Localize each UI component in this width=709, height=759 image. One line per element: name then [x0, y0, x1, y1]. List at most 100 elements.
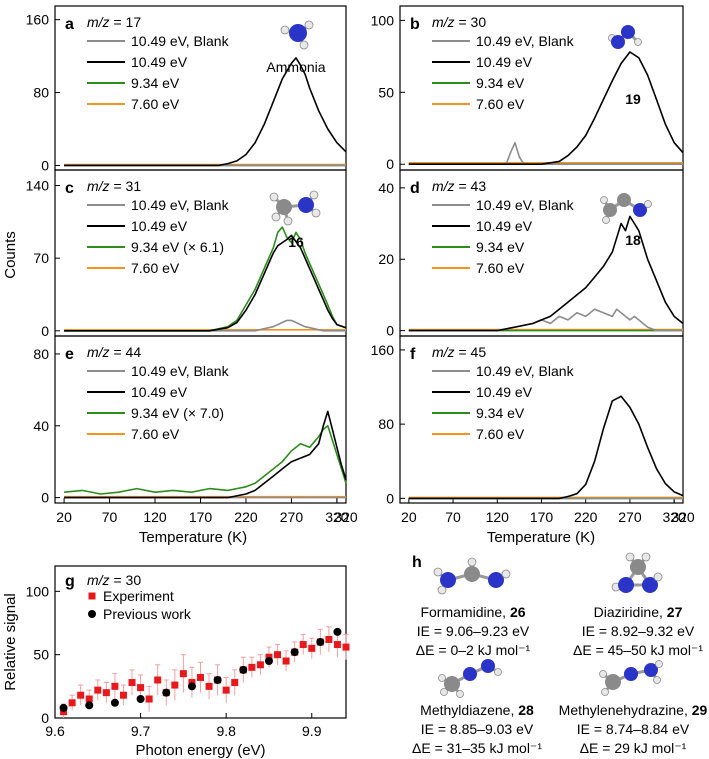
experiment-point: [197, 673, 204, 681]
legend-label: 9.34 eV (× 6.1): [131, 239, 224, 255]
methylenehydrazine-molecule-icon: [599, 660, 663, 696]
experiment-point: [333, 641, 341, 649]
previous-work-point: [136, 695, 145, 703]
previous-work-point: [59, 703, 68, 712]
experiment-point: [231, 679, 239, 687]
photon-energy-axis-label: Photon energy (eV): [135, 742, 265, 759]
mz-eq: =: [110, 572, 126, 588]
formamidine-de: ΔE = 0–2 kJ mol⁻¹: [416, 642, 531, 658]
plot-frame: [399, 335, 684, 504]
diaziridine-ie: IE = 8.92–9.32 eV: [582, 623, 695, 639]
x-tick-label: 270: [280, 509, 304, 525]
legend-label: 9.34 eV (× 7.0): [131, 405, 224, 421]
methyldiazene-molecule-icon: [438, 659, 502, 698]
y-tick-label: 70: [33, 250, 49, 266]
legend-experiment-marker: [88, 592, 96, 600]
mz-label: m/z = 17: [87, 14, 141, 30]
mz-prefix: m/z: [87, 178, 110, 194]
methyldiazene-caption: Methyldiazene, 28: [420, 702, 534, 718]
previous-work-point: [213, 676, 222, 684]
panel-letter: e: [65, 346, 74, 363]
plot-frame: [399, 169, 684, 337]
experiment-point: [137, 684, 145, 692]
experiment-point: [308, 644, 316, 652]
legend-label: 7.60 eV: [476, 260, 525, 276]
previous-work-point: [264, 657, 273, 665]
panel-h: h: [412, 552, 708, 756]
previous-work-point: [162, 688, 171, 697]
x-tick-label: 70: [102, 509, 118, 525]
experiment-point: [282, 657, 290, 665]
y-tick-label: 40: [33, 418, 49, 434]
methyldiazene-ie: IE = 8.85–9.03 eV: [421, 721, 534, 737]
mz-label: m/z = 30: [87, 572, 141, 588]
temperature-axis-label-right: Temperature (K): [487, 529, 595, 546]
y-tick-label: 80: [378, 416, 394, 432]
experiment-point: [102, 689, 110, 697]
series-line-1: [408, 395, 684, 500]
experiment-point: [85, 695, 93, 703]
experiment-point: [128, 679, 136, 687]
legend-label: Experiment: [103, 588, 174, 604]
x-tick-label: 9.8: [216, 723, 236, 739]
legend-label: 9.34 eV: [476, 75, 525, 91]
mz-label: m/z = 43: [432, 178, 486, 194]
methyldiazene-de: ΔE = 31–35 kJ mol⁻¹: [412, 740, 542, 756]
mz-prefix: m/z: [432, 344, 455, 360]
previous-work-point: [187, 682, 196, 691]
panel-a: 0 80 160 a m/z = 17 10.49 eV, Blank 10.49 eV 9.…: [26, 5, 347, 173]
legend-label: 7.60 eV: [476, 426, 525, 442]
relative-signal-axis-label: Relative signal: [2, 593, 19, 691]
legend-label: 7.60 eV: [131, 96, 180, 112]
molecule-label: 18: [625, 232, 641, 248]
y-tick-label: 0: [386, 490, 394, 506]
previous-work-point: [333, 627, 342, 636]
molecule-label: 19: [625, 91, 641, 107]
experiment-point: [145, 695, 153, 703]
mz-value: 44: [126, 344, 142, 360]
molecule-18-icon: [600, 193, 652, 224]
mz-eq: =: [455, 344, 471, 360]
series-line-0: [408, 308, 683, 332]
mz-eq: =: [110, 344, 126, 360]
legend-label: 10.49 eV, Blank: [476, 197, 575, 213]
mz-label: m/z = 31: [87, 178, 141, 194]
mz-value: 30: [126, 572, 142, 588]
experiment-point: [94, 686, 102, 694]
y-tick-label: 80: [33, 346, 49, 362]
previous-work-point: [239, 665, 248, 674]
series-line-1: [64, 410, 347, 499]
x-tick-label: 270: [618, 509, 642, 525]
legend-previous-marker: [88, 610, 96, 618]
counts-axis-label: Counts: [2, 231, 19, 279]
x-tick-label: 320: [325, 509, 349, 525]
experiment-point: [222, 686, 230, 694]
series-line-1: [64, 57, 347, 167]
x-tick-label: 9.6: [45, 723, 65, 739]
panel-letter: d: [410, 180, 420, 197]
y-tick-label: 100: [371, 12, 395, 28]
mz-label: m/z = 44: [87, 344, 141, 360]
x-tick-label: 9.7: [131, 723, 151, 739]
formamidine-ie: IE = 9.06–9.23 eV: [417, 623, 530, 639]
legend-label: 9.34 eV: [476, 405, 525, 421]
x-tick-label: 20: [401, 509, 417, 525]
y-tick-label: 0: [41, 323, 49, 339]
mz-prefix: m/z: [87, 344, 110, 360]
legend-label: Previous work: [103, 606, 192, 622]
panel-c: 0 70 140 c m/z = 31 10.49 eV, Blank 10.49 eV 9.…: [26, 169, 347, 339]
formamidine-molecule-icon: [433, 557, 511, 595]
diaziridine-caption: Diaziridine, 27: [594, 604, 683, 620]
mz-label: m/z = 30: [432, 14, 486, 30]
diaziridine-molecule-icon: [611, 552, 663, 593]
panel-letter: b: [410, 16, 420, 33]
y-tick-label: 0: [386, 323, 394, 339]
molecule-19-icon: [608, 25, 642, 49]
experiment-point: [171, 681, 179, 689]
legend-label: 9.34 eV: [131, 75, 180, 91]
molecule-label: 16: [288, 234, 304, 250]
legend-label: 10.49 eV, Blank: [131, 197, 230, 213]
mz-value: 31: [126, 178, 142, 194]
